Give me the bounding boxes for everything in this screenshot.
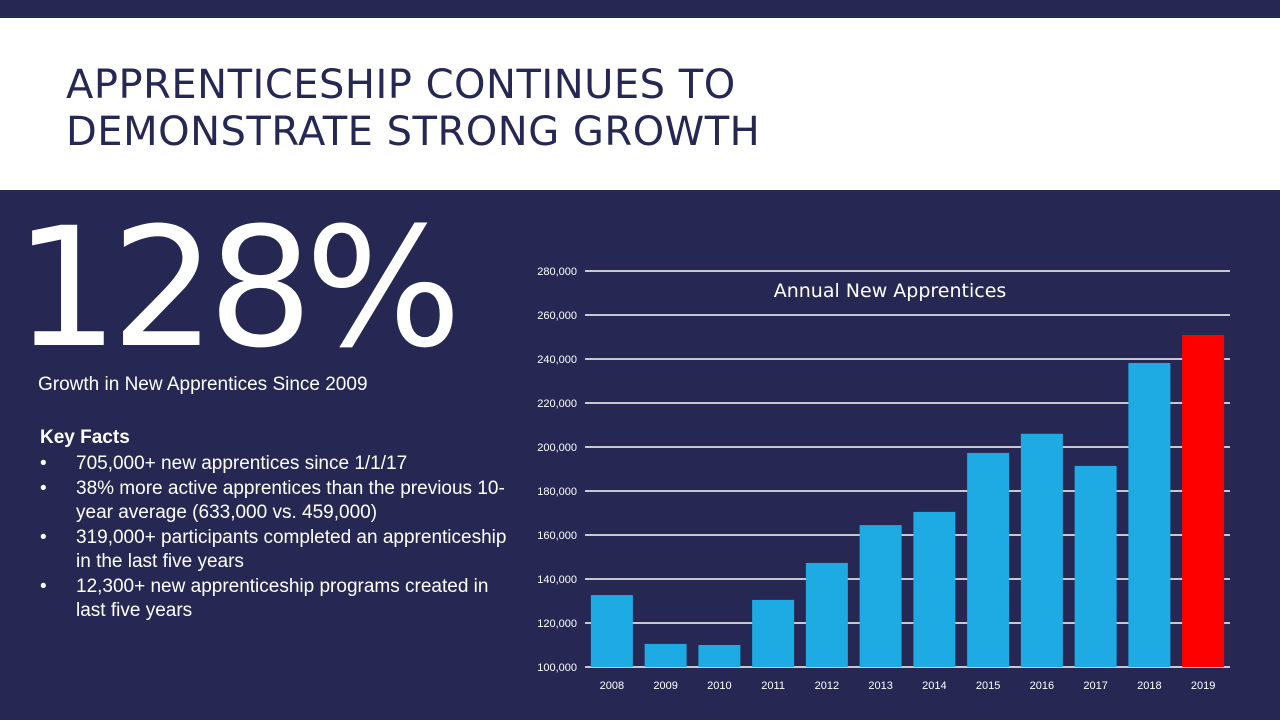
bar-2015 <box>967 452 1010 667</box>
y-tick-label: 280,000 <box>537 266 577 278</box>
y-tick-label: 200,000 <box>537 442 577 454</box>
key-facts-list: • 705,000+ new apprentices since 1/1/17 •… <box>40 452 510 624</box>
bars <box>590 335 1225 667</box>
x-tick-label: 2013 <box>868 680 892 692</box>
title-band: APPRENTICESHIP CONTINUES TO DEMONSTRATE … <box>0 18 1280 190</box>
key-fact: • 319,000+ participants completed an appr… <box>40 526 510 575</box>
x-tick-label: 2017 <box>1083 680 1107 692</box>
y-tick-label: 260,000 <box>537 310 577 322</box>
y-tick-label: 100,000 <box>537 662 577 674</box>
x-tick-label: 2008 <box>600 680 624 692</box>
bullet: • <box>40 453 47 474</box>
x-tick-label: 2011 <box>761 680 785 692</box>
x-tick-labels: 2008 2009 2010 2011 2012 2013 2014 2015 2016 2017… <box>600 680 1216 692</box>
key-fact-text: 319,000+ participants completed an appre… <box>76 526 507 573</box>
bullet: • <box>40 477 47 499</box>
bullet: • <box>40 526 47 548</box>
y-tick-label: 240,000 <box>537 354 577 366</box>
x-tick-label: 2018 <box>1137 680 1161 692</box>
key-facts-title: Key Facts <box>40 427 130 448</box>
bar-2014 <box>913 511 956 667</box>
bar-2009 <box>644 643 687 667</box>
key-fact-text: 12,300+ new apprenticeship programs crea… <box>76 575 489 622</box>
bar-2019 <box>1182 335 1225 667</box>
key-fact: • 705,000+ new apprentices since 1/1/17 <box>40 452 510 477</box>
bar-2013 <box>859 525 902 667</box>
y-tick-label: 140,000 <box>537 574 577 586</box>
y-tick-labels: 100,000 120,000 140,000 160,000 180,000 200,0… <box>537 266 577 674</box>
key-fact: • 38% more active apprentices than the pr… <box>40 477 510 526</box>
title-line-1: APPRENTICESHIP CONTINUES TO <box>66 62 736 108</box>
bullet: • <box>40 575 47 597</box>
x-tick-label: 2009 <box>653 680 677 692</box>
bar-2011 <box>752 599 795 667</box>
bar-2017 <box>1074 465 1117 667</box>
x-tick-label: 2019 <box>1191 680 1215 692</box>
big-stat-caption: Growth in New Apprentices Since 2009 <box>38 374 368 395</box>
bar-2008 <box>590 595 633 667</box>
x-tick-label: 2015 <box>976 680 1000 692</box>
y-tick-label: 120,000 <box>537 618 577 630</box>
big-stat: 128% <box>14 192 462 384</box>
x-tick-label: 2012 <box>815 680 839 692</box>
y-tick-label: 220,000 <box>537 398 577 410</box>
y-tick-label: 180,000 <box>537 486 577 498</box>
chart-title: Annual New Apprentices <box>774 280 1007 302</box>
bar-2018 <box>1128 362 1171 667</box>
key-fact-text: 705,000+ new apprentices since 1/1/17 <box>76 453 408 474</box>
top-band <box>0 0 1280 18</box>
bar-2010 <box>698 645 741 667</box>
x-tick-label: 2014 <box>922 680 946 692</box>
x-tick-label: 2016 <box>1030 680 1054 692</box>
title-line-2: DEMONSTRATE STRONG GROWTH <box>66 109 761 155</box>
slide-title: APPRENTICESHIP CONTINUES TO DEMONSTRATE … <box>66 62 760 156</box>
bar-2012 <box>805 562 848 667</box>
y-tick-label: 160,000 <box>537 530 577 542</box>
key-fact-text: 38% more active apprentices than the pre… <box>76 477 505 524</box>
bar-2016 <box>1020 433 1063 667</box>
key-fact: • 12,300+ new apprenticeship programs cre… <box>40 575 510 624</box>
x-tick-label: 2010 <box>707 680 731 692</box>
gridlines <box>585 270 1230 668</box>
